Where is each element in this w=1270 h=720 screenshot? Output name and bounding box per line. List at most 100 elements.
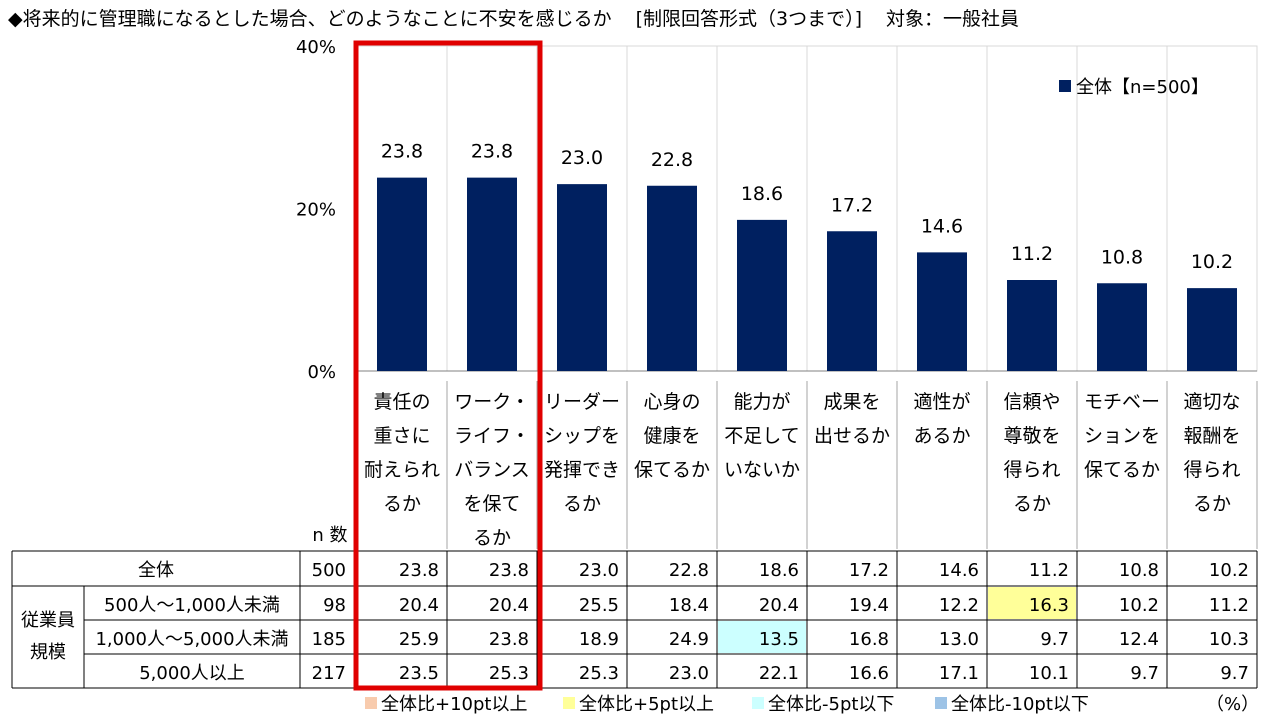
table-cell: 22.1 — [759, 663, 799, 684]
category-label: 発揮でき — [544, 459, 620, 481]
data-label: 11.2 — [1011, 243, 1053, 265]
table-cell: 9.7 — [1130, 663, 1159, 684]
table-cell: 25.3 — [489, 663, 529, 684]
data-table: 責任の重さに耐えられるかワーク・ライフ・バランスを保てるかリーダーシップを発揮で… — [11, 381, 1258, 689]
n-header: n 数 — [312, 525, 347, 546]
table-cell: 10.2 — [1119, 595, 1159, 616]
table-cell: 20.4 — [489, 595, 529, 616]
highlight-legend-swatch — [563, 697, 575, 709]
table-cell: 16.3 — [1029, 595, 1069, 616]
table-cell: 16.6 — [849, 663, 889, 684]
data-label: 18.6 — [741, 183, 783, 205]
highlight-legend-item: 全体比-5pt以下 — [752, 690, 894, 716]
category-label: バランス — [454, 459, 530, 481]
highlight-box — [353, 40, 543, 691]
y-tick-label: 0% — [307, 362, 336, 383]
category-label: ワーク・ — [454, 391, 530, 413]
y-tick-label: 20% — [296, 200, 336, 221]
legend-swatch — [1059, 80, 1071, 92]
category-label: るか — [563, 493, 601, 515]
bar — [467, 177, 517, 371]
category-label: 保てるか — [634, 459, 710, 481]
unit-label: （%） — [1206, 694, 1260, 715]
bar — [737, 219, 787, 371]
table-cell: 12.4 — [1119, 629, 1159, 650]
table-cell: 10.8 — [1119, 560, 1159, 581]
highlight-legend-label: 全体比+5pt以上 — [579, 694, 715, 715]
highlight-legend-swatch — [935, 697, 947, 709]
table-cell: 20.4 — [399, 595, 439, 616]
category-label: 得られ — [1183, 459, 1240, 481]
category-label: 信頼や — [1003, 391, 1060, 413]
category-label: 責任の — [373, 391, 430, 413]
table-cell: 22.8 — [669, 560, 709, 581]
highlight-legend-item: 全体比+10pt以上 — [365, 690, 527, 716]
highlight-legend-label: 全体比-5pt以下 — [768, 694, 895, 715]
highlight-legend-swatch — [365, 697, 377, 709]
data-label: 22.8 — [651, 149, 693, 171]
highlight-cell — [988, 587, 1076, 619]
data-label: 23.8 — [471, 141, 513, 163]
category-label: シップを — [544, 425, 620, 447]
category-label: るか — [1013, 493, 1051, 515]
row-n: 185 — [312, 629, 346, 650]
category-label: モチベー — [1084, 391, 1160, 413]
chart-title: ◆将来的に管理職になるとした場合、どのようなことに不安を感じるか [制限回答形式（… — [8, 4, 1019, 31]
bar — [647, 185, 697, 371]
table-cell: 25.3 — [579, 663, 619, 684]
category-label: 能力が — [733, 391, 790, 413]
table-cell: 23.8 — [489, 629, 529, 650]
table-cell: 11.2 — [1029, 560, 1069, 581]
data-label: 23.0 — [561, 147, 603, 169]
table-cell: 9.7 — [1040, 629, 1069, 650]
data-label: 23.8 — [381, 141, 423, 163]
category-label: るか — [473, 527, 511, 549]
table-cell: 18.9 — [579, 629, 619, 650]
bar — [1007, 280, 1057, 371]
category-label: るか — [383, 493, 421, 515]
table-cell: 9.7 — [1220, 663, 1249, 684]
category-label: 不足して — [724, 425, 799, 447]
highlight-legend-label: 全体比-10pt以下 — [951, 694, 1089, 715]
title-question-type: [制限回答形式（3つまで）] — [635, 8, 863, 30]
highlight-legend-label: 全体比+10pt以上 — [381, 694, 528, 715]
row-n: 98 — [323, 595, 346, 616]
table-cell: 19.4 — [849, 595, 889, 616]
row-label: 5,000人以上 — [139, 663, 245, 684]
highlight-overlay — [353, 40, 543, 691]
table-cell: 23.5 — [399, 663, 439, 684]
table-cell: 17.2 — [849, 560, 889, 581]
table-cell: 23.0 — [669, 663, 709, 684]
data-label: 14.6 — [921, 215, 963, 237]
category-label: 報酬を — [1183, 425, 1240, 447]
category-label: ライフ・ — [454, 425, 530, 447]
bar — [1097, 283, 1147, 371]
category-label: 適切な — [1183, 391, 1240, 413]
group-label: 従業員 — [21, 610, 75, 631]
table-cell: 23.8 — [399, 560, 439, 581]
table-cell: 11.2 — [1209, 595, 1249, 616]
row-n: 500 — [312, 560, 346, 581]
table-cell: 14.6 — [939, 560, 979, 581]
table-cell: 12.2 — [939, 595, 979, 616]
category-label: を保て — [463, 493, 520, 515]
legend-label: 全体【n=500】 — [1076, 77, 1209, 98]
table-cell: 16.8 — [849, 629, 889, 650]
category-label: るか — [1193, 493, 1231, 515]
category-label: あるか — [913, 425, 970, 447]
data-label: 10.2 — [1191, 251, 1233, 273]
table-cell: 24.9 — [669, 629, 709, 650]
table-cell: 10.3 — [1209, 629, 1249, 650]
category-label: 得られ — [1003, 459, 1060, 481]
data-label: 17.2 — [831, 194, 873, 216]
table-cell: 10.2 — [1209, 560, 1249, 581]
row-label: 1,000人～5,000人未満 — [95, 629, 288, 650]
category-label: 成果を — [823, 391, 880, 413]
category-label: いないか — [724, 459, 800, 481]
row-n: 217 — [312, 663, 346, 684]
table-cell: 23.8 — [489, 560, 529, 581]
category-label: 保てるか — [1084, 459, 1160, 481]
table-cell: 17.1 — [939, 663, 979, 684]
row-label: 全体 — [138, 560, 174, 581]
